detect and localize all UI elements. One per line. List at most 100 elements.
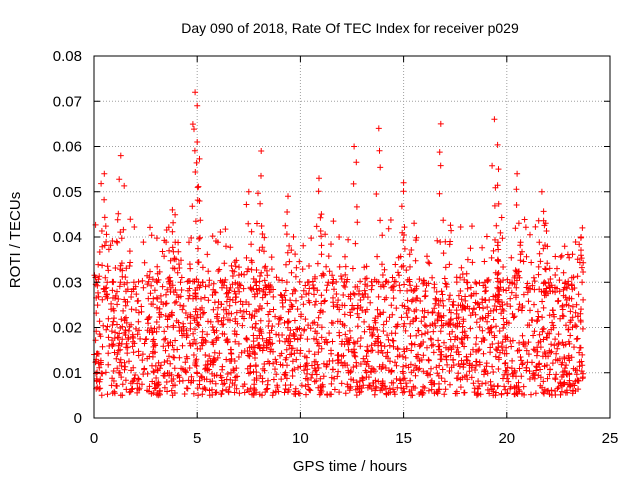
data-point xyxy=(294,306,301,313)
data-point xyxy=(173,298,180,305)
data-point xyxy=(356,389,363,396)
data-point xyxy=(570,380,577,387)
data-point xyxy=(516,268,522,275)
data-point xyxy=(322,231,329,238)
data-point xyxy=(498,310,505,317)
data-point xyxy=(248,228,255,235)
data-point xyxy=(425,387,432,394)
data-point xyxy=(388,284,395,291)
data-point xyxy=(161,328,168,335)
data-point xyxy=(357,297,364,303)
data-point xyxy=(495,366,502,372)
data-point xyxy=(121,182,128,189)
data-point xyxy=(485,325,492,332)
data-point xyxy=(160,343,167,350)
data-point xyxy=(530,372,537,379)
data-point xyxy=(350,364,357,371)
y-axis-label: ROTI / TECUs xyxy=(7,192,24,288)
data-point xyxy=(473,280,480,287)
data-point xyxy=(449,328,456,335)
data-point xyxy=(328,380,335,387)
data-point xyxy=(559,359,566,366)
data-point xyxy=(407,282,414,289)
data-point xyxy=(305,322,312,329)
data-point xyxy=(542,280,549,287)
ticks xyxy=(93,55,611,419)
data-point xyxy=(276,338,283,344)
data-point xyxy=(175,239,182,246)
data-point xyxy=(170,289,177,296)
data-point xyxy=(112,265,119,271)
data-point xyxy=(96,273,103,280)
data-point xyxy=(162,347,169,354)
data-point xyxy=(538,288,545,295)
data-point xyxy=(114,321,120,328)
data-point xyxy=(580,269,587,275)
data-point xyxy=(154,304,160,311)
data-point xyxy=(417,298,424,304)
data-point xyxy=(577,344,584,351)
data-point xyxy=(283,261,289,268)
data-point xyxy=(442,280,449,287)
data-point xyxy=(284,249,291,256)
data-point xyxy=(318,233,325,240)
data-point xyxy=(516,301,523,308)
data-point xyxy=(273,331,280,338)
data-point xyxy=(158,311,165,318)
data-point xyxy=(218,390,225,397)
data-point xyxy=(179,377,186,384)
data-point xyxy=(210,280,217,287)
data-point xyxy=(491,334,498,341)
data-point xyxy=(493,323,499,330)
data-point xyxy=(567,332,574,339)
data-point xyxy=(476,279,483,286)
data-point xyxy=(458,264,465,271)
data-point xyxy=(294,336,301,343)
data-point xyxy=(499,235,506,242)
data-point xyxy=(385,225,392,232)
data-point xyxy=(113,355,120,362)
data-point xyxy=(223,243,229,250)
data-point xyxy=(257,317,264,324)
data-point xyxy=(214,354,221,361)
data-point xyxy=(437,328,444,335)
data-point xyxy=(227,244,234,251)
data-point xyxy=(259,392,265,399)
data-point xyxy=(190,390,197,397)
data-point xyxy=(285,386,292,393)
data-point xyxy=(258,172,264,179)
data-point xyxy=(142,336,149,343)
data-point xyxy=(227,296,233,303)
data-point xyxy=(104,323,111,330)
data-point xyxy=(502,360,509,366)
data-point xyxy=(440,250,447,257)
data-point xyxy=(318,324,325,331)
data-point xyxy=(357,304,364,311)
data-point xyxy=(383,278,390,285)
data-point xyxy=(166,247,173,254)
data-point xyxy=(455,370,462,377)
data-point xyxy=(516,347,523,354)
data-point xyxy=(416,391,423,397)
data-point xyxy=(549,288,556,295)
data-point xyxy=(318,345,325,352)
data-point xyxy=(231,330,238,337)
data-point xyxy=(204,361,211,368)
data-point xyxy=(561,354,568,361)
data-point xyxy=(530,274,537,281)
data-point xyxy=(530,332,537,339)
data-point xyxy=(298,332,304,339)
data-point xyxy=(152,384,159,391)
data-point xyxy=(362,275,369,282)
data-point xyxy=(226,302,233,309)
data-point xyxy=(338,380,345,387)
data-point xyxy=(504,276,511,283)
data-point xyxy=(517,257,524,264)
data-point xyxy=(223,285,230,291)
data-point xyxy=(458,357,465,364)
data-point xyxy=(101,242,108,249)
data-point xyxy=(116,176,123,183)
data-point xyxy=(494,383,501,390)
data-point xyxy=(281,319,288,326)
